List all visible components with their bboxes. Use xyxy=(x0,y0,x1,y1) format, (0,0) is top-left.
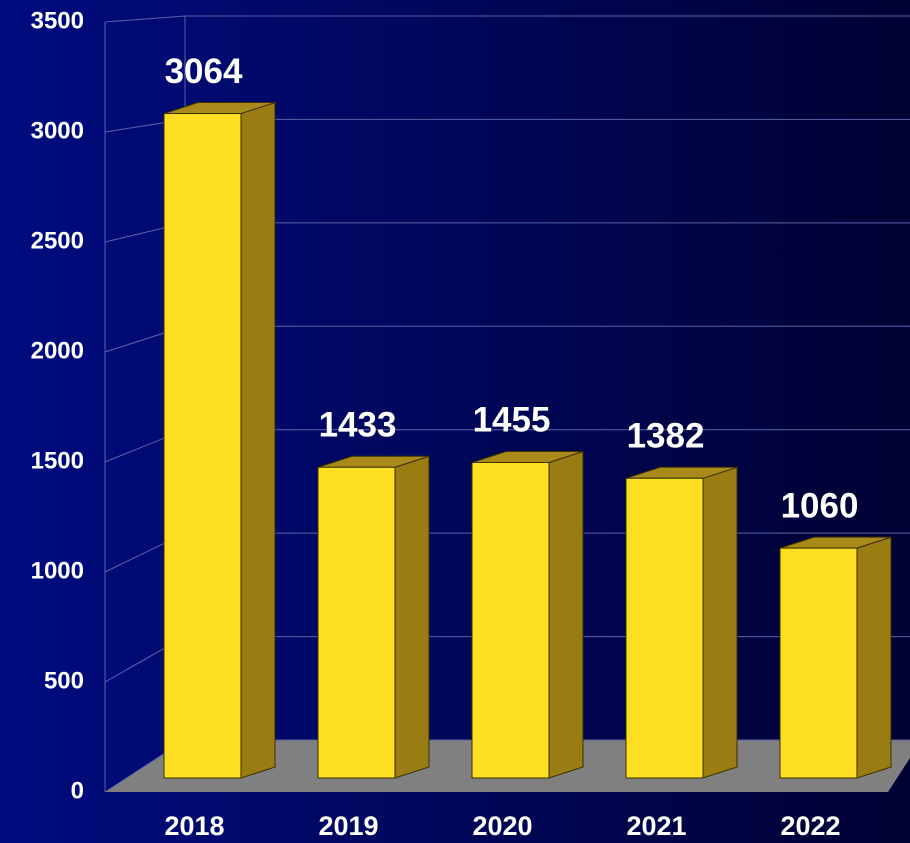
bar-side xyxy=(394,455,430,779)
wall-grid-line xyxy=(104,15,186,23)
bar-side xyxy=(702,466,738,779)
x-tick-label: 2019 xyxy=(318,811,378,841)
data-label: 1382 xyxy=(627,417,705,456)
data-label: 1455 xyxy=(473,401,551,440)
bar-side xyxy=(548,450,584,779)
bar xyxy=(779,536,892,779)
y-tick-label: 2000 xyxy=(31,337,84,364)
bars xyxy=(163,101,892,779)
data-label: 3064 xyxy=(165,52,243,91)
bar-front xyxy=(625,477,704,779)
bar xyxy=(471,450,584,779)
bar-side xyxy=(240,101,276,779)
bar xyxy=(625,466,738,779)
bar-front xyxy=(779,547,858,779)
bar-front xyxy=(317,466,396,779)
data-label: 1060 xyxy=(781,486,859,525)
labels: 0 500 1000 1500 2000 2500 3000 3500 2018 3064 2019… xyxy=(31,7,859,841)
y-tick-label: 500 xyxy=(44,667,84,694)
y-tick-label: 0 xyxy=(71,777,84,804)
y-tick-label: 3500 xyxy=(31,7,84,34)
y-tick-label: 3000 xyxy=(31,117,84,144)
y-tick-label: 1500 xyxy=(31,447,84,474)
y-tick-label: 2500 xyxy=(31,227,84,254)
x-tick-label: 2022 xyxy=(780,811,840,841)
bar xyxy=(163,101,276,779)
bar-side xyxy=(856,536,892,779)
x-tick-label: 2020 xyxy=(472,811,532,841)
bar xyxy=(317,455,430,779)
y-tick-label: 1000 xyxy=(31,557,84,584)
bar-front xyxy=(163,113,242,779)
x-tick-label: 2018 xyxy=(164,811,224,841)
x-tick-label: 2021 xyxy=(626,811,686,841)
bar-front xyxy=(471,461,550,779)
data-label: 1433 xyxy=(319,405,397,444)
